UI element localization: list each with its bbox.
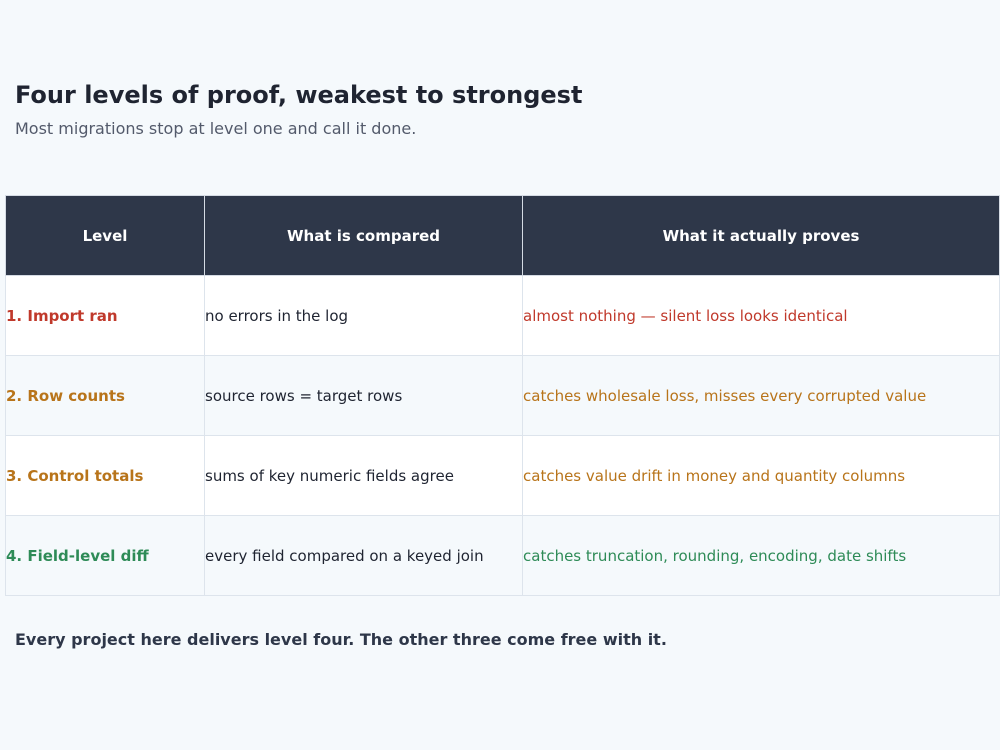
column-header-compared: What is compared: [204, 195, 523, 276]
table-row: 2. Row counts source rows = target rows …: [5, 355, 1000, 436]
compared-cell: sums of key numeric fields agree: [204, 435, 523, 516]
page-title: Four levels of proof, weakest to stronge…: [15, 81, 583, 109]
column-header-proves: What it actually proves: [522, 195, 1000, 276]
footer-note: Every project here delivers level four. …: [15, 630, 667, 649]
proves-cell: catches wholesale loss, misses every cor…: [522, 355, 1000, 436]
compared-cell: source rows = target rows: [204, 355, 523, 436]
proves-cell: catches truncation, rounding, encoding, …: [522, 515, 1000, 596]
table-header-row: Level What is compared What it actually …: [5, 195, 1000, 276]
column-header-level: Level: [5, 195, 205, 276]
level-cell: 1. Import ran: [5, 275, 205, 356]
proves-cell: catches value drift in money and quantit…: [522, 435, 1000, 516]
level-cell: 3. Control totals: [5, 435, 205, 516]
level-cell: 2. Row counts: [5, 355, 205, 436]
proves-cell: almost nothing — silent loss looks ident…: [522, 275, 1000, 356]
proof-levels-table: Level What is compared What it actually …: [5, 195, 1000, 596]
table-row: 4. Field-level diff every field compared…: [5, 515, 1000, 596]
table-row: 3. Control totals sums of key numeric fi…: [5, 435, 1000, 516]
compared-cell: every field compared on a keyed join: [204, 515, 523, 596]
compared-cell: no errors in the log: [204, 275, 523, 356]
table-row: 1. Import ran no errors in the log almos…: [5, 275, 1000, 356]
page-subtitle: Most migrations stop at level one and ca…: [15, 119, 417, 138]
level-cell: 4. Field-level diff: [5, 515, 205, 596]
